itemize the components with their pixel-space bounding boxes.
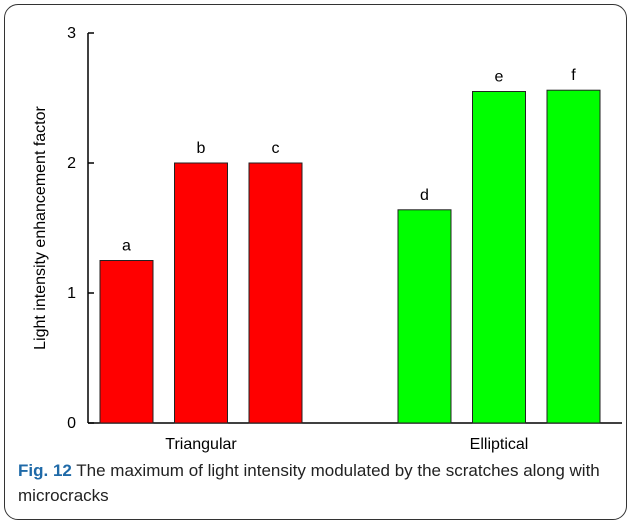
y-tick-label: 1 [67,285,76,302]
caption-text: The maximum of light intensity modulated… [18,461,600,505]
y-axis-label: Light intensity enhancement factor [32,105,49,349]
bar [397,209,452,424]
bar-label: e [495,69,504,86]
bar [99,260,154,424]
bar [174,162,228,424]
bar-label: b [197,140,206,157]
caption-label: Fig. 12 [18,461,72,480]
figure-frame [4,4,627,520]
bar-label: d [420,187,429,204]
bar [546,89,601,424]
bar [472,91,526,424]
y-tick-label: 2 [67,155,76,172]
x-tick-label: Triangular [165,436,237,453]
bar-label: f [571,67,576,84]
y-tick-label: 3 [67,25,76,42]
bar-label: c [272,140,280,157]
bar-label: a [122,238,131,255]
y-tick-label: 0 [67,415,76,432]
x-tick-label: Elliptical [470,436,529,453]
caption: Fig. 12 The maximum of light intensity m… [18,458,618,508]
bar [248,162,303,424]
